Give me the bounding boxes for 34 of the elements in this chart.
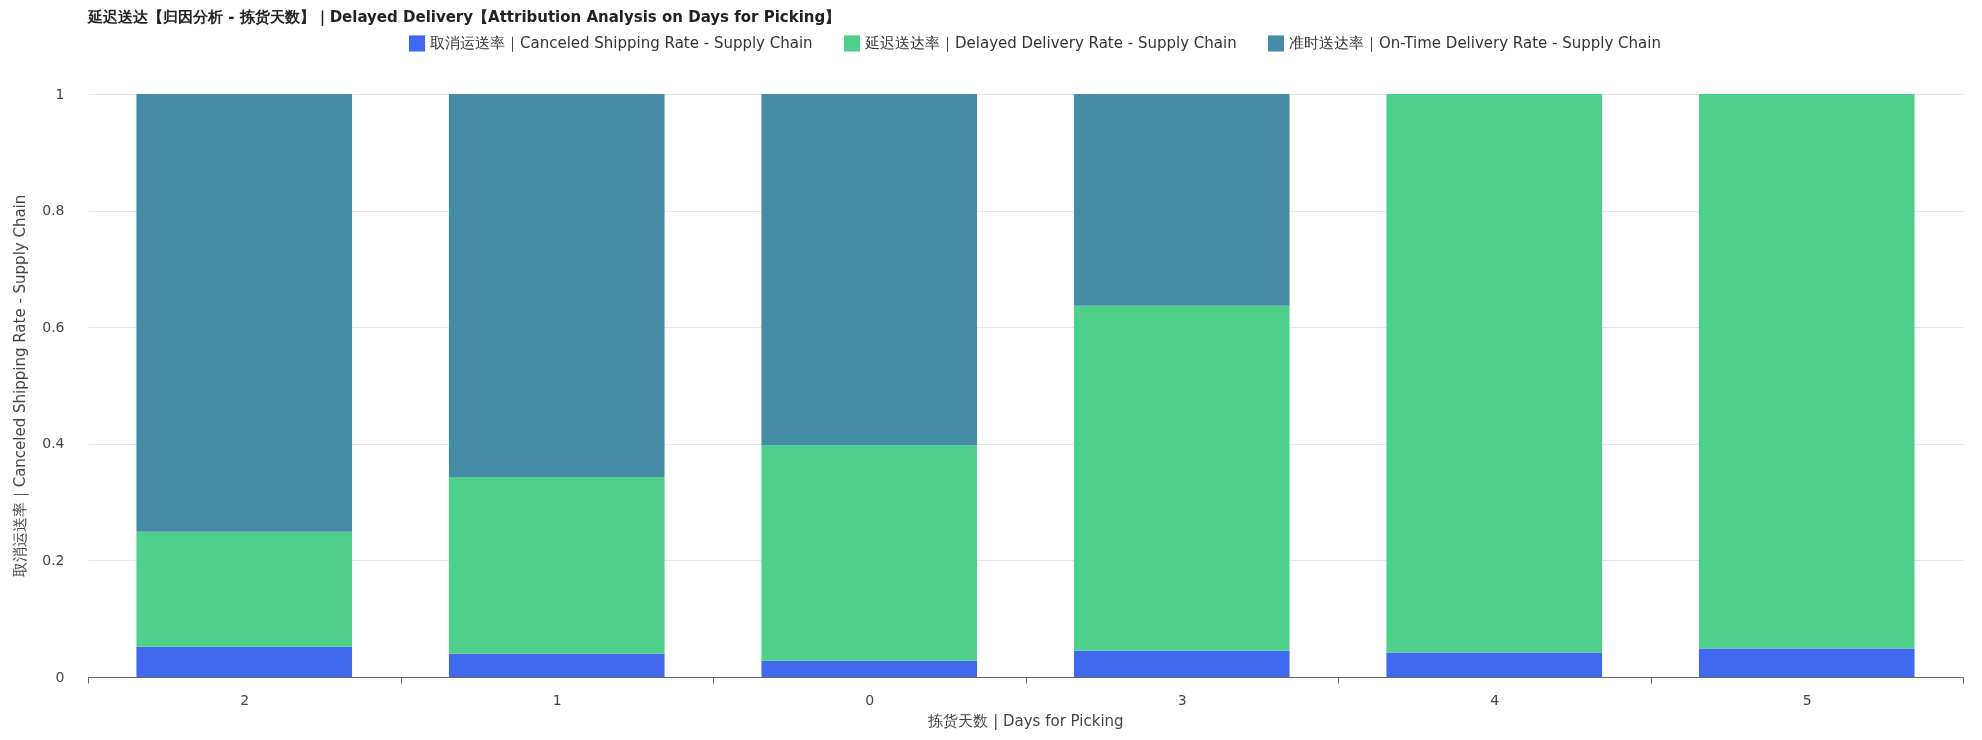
y-tick-label: 0.2 xyxy=(42,551,65,568)
bar xyxy=(1386,652,1603,677)
bar xyxy=(448,653,665,677)
bar xyxy=(1386,94,1603,653)
bar xyxy=(448,477,665,654)
bar xyxy=(1073,650,1290,677)
legend-label: 取消运送率｜Canceled Shipping Rate - Supply Chain xyxy=(430,34,813,53)
bar xyxy=(761,445,978,661)
y-tick-label: 0 xyxy=(55,668,65,685)
legend-label: 延迟送达率｜Delayed Delivery Rate - Supply Chain xyxy=(864,34,1237,53)
bar xyxy=(136,94,353,532)
bar xyxy=(448,94,665,478)
bar xyxy=(761,94,978,446)
bar xyxy=(761,660,978,677)
x-axis-title: 拣货天数 | Days for Picking xyxy=(927,711,1124,730)
bar xyxy=(136,646,353,677)
legend-label: 准时送达率｜On-Time Delivery Rate - Supply Chain xyxy=(1289,34,1661,53)
x-tick-label: 4 xyxy=(1490,691,1500,708)
y-tick-label: 0.8 xyxy=(42,202,65,219)
y-tick-label: 0.6 xyxy=(42,318,65,335)
x-tick-label: 3 xyxy=(1177,691,1187,708)
bar xyxy=(1698,648,1915,677)
x-tick-label: 5 xyxy=(1802,691,1812,708)
bar xyxy=(1698,94,1915,649)
y-tick-label: 0.4 xyxy=(42,435,65,452)
x-tick-label: 1 xyxy=(552,691,562,708)
y-axis-title: 取消运送率｜Canceled Shipping Rate - Supply Chain xyxy=(11,194,30,578)
bar xyxy=(1073,94,1290,306)
bar xyxy=(1073,305,1290,651)
bar xyxy=(136,531,353,647)
y-tick-label: 1 xyxy=(55,85,65,102)
x-tick-label: 2 xyxy=(240,691,250,708)
x-tick-label: 0 xyxy=(865,691,875,708)
chart-title: 延迟送达【归因分析 - 拣货天数】｜Delayed Delivery【Attribution Analysis on Days for Picking】 xyxy=(87,8,841,27)
